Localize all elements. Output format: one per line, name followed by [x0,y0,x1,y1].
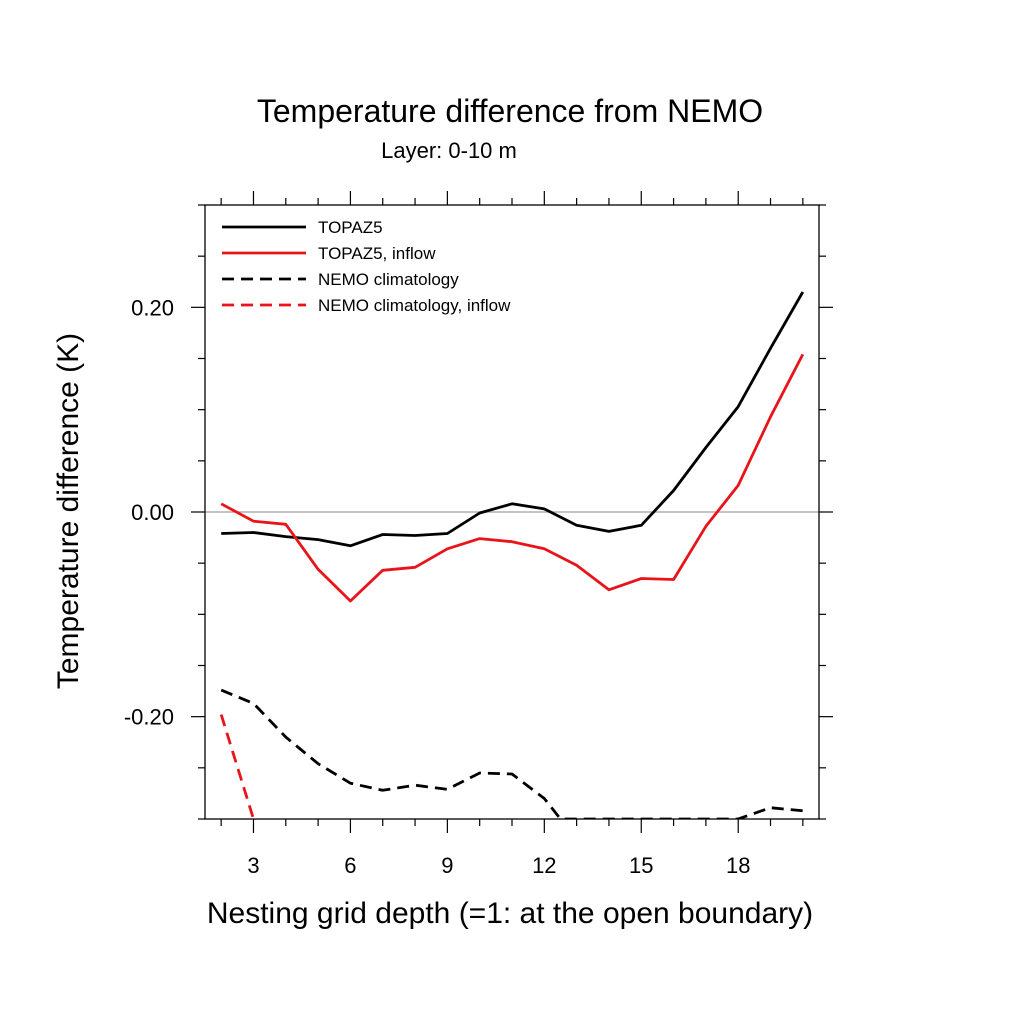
series-line [221,291,805,548]
x-tick-label: 3 [247,853,259,878]
chart-title: Temperature difference from NEMO [257,93,763,129]
legend-label: TOPAZ5 [318,218,383,237]
y-axis-label: Temperature difference (K) [52,333,85,689]
y-tick-label: -0.20 [124,705,174,730]
x-tick-label: 18 [726,853,750,878]
series-line [219,714,255,819]
plot-area: 3 6 9 12 15 18 -0.20 0.00 0.20 [124,191,833,878]
x-tick-label: 12 [532,853,556,878]
series-lines [219,291,805,819]
x-tick-label: 6 [344,853,356,878]
legend-label: NEMO climatology, inflow [318,296,511,315]
y-tick-label: 0.20 [131,295,174,320]
legend-label: NEMO climatology [318,270,459,289]
series-line [220,353,805,603]
y-tick-label: 0.00 [131,500,174,525]
legend: TOPAZ5 TOPAZ5, inflow NEMO climatology NEMO… [222,218,511,315]
x-tick-label: 15 [629,853,653,878]
chart-subtitle: Layer: 0-10 m [381,138,517,163]
series-line [220,688,803,819]
legend-label: TOPAZ5, inflow [318,244,436,263]
x-axis-label: Nesting grid depth (=1: at the open boun… [207,897,813,930]
x-tick-label: 9 [441,853,453,878]
